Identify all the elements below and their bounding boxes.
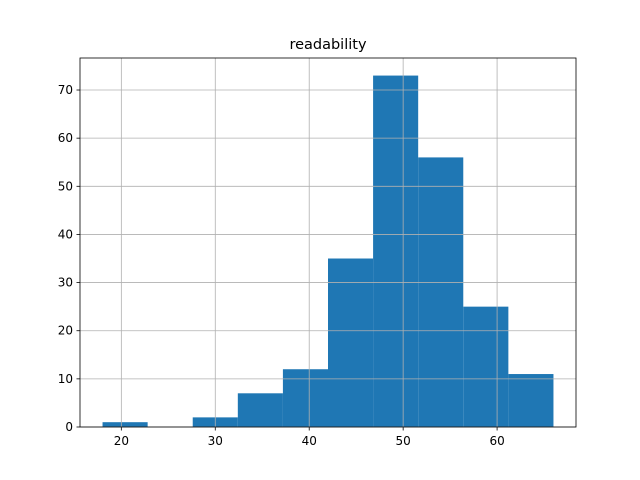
y-tick-label: 50 <box>58 179 73 193</box>
x-tick-label: 50 <box>396 434 411 448</box>
x-tick-label: 30 <box>208 434 223 448</box>
y-tick-label: 40 <box>58 227 73 241</box>
bar <box>463 306 509 427</box>
chart-title: readability <box>289 37 367 53</box>
y-tick-label: 10 <box>58 372 73 386</box>
x-tick-label: 60 <box>489 434 504 448</box>
x-tick-label: 20 <box>114 434 129 448</box>
y-tick-label: 0 <box>65 420 73 434</box>
y-tick-label: 30 <box>58 276 73 290</box>
bar <box>237 393 283 427</box>
bar <box>328 258 374 427</box>
bar <box>508 374 554 427</box>
bar <box>102 422 148 427</box>
bar <box>282 369 328 427</box>
y-tick-label: 60 <box>58 131 73 145</box>
bar <box>418 157 464 428</box>
y-tick-label: 20 <box>58 324 73 338</box>
x-tick-label: 40 <box>302 434 317 448</box>
plot-frame <box>79 57 577 428</box>
bar <box>373 75 419 428</box>
y-tick-label: 70 <box>58 83 73 97</box>
